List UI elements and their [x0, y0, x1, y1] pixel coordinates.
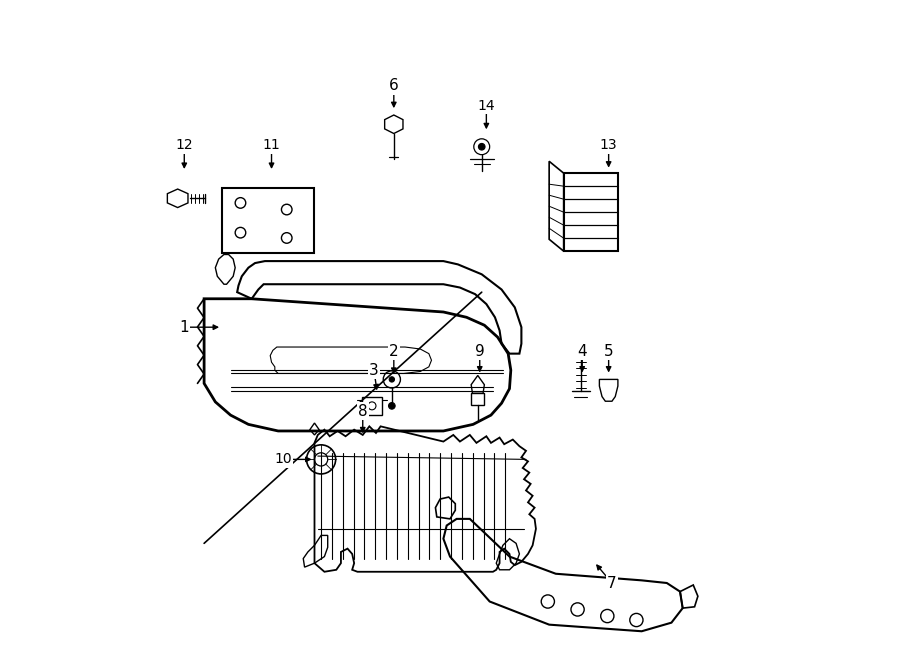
- Circle shape: [389, 403, 395, 409]
- Text: 9: 9: [475, 344, 484, 359]
- Bar: [563, 173, 618, 251]
- Circle shape: [389, 377, 394, 382]
- Polygon shape: [384, 115, 403, 134]
- Text: 3: 3: [369, 363, 379, 377]
- Circle shape: [479, 143, 485, 150]
- Text: 4: 4: [578, 344, 587, 359]
- Text: 11: 11: [263, 138, 281, 153]
- Text: 1: 1: [179, 320, 189, 334]
- Text: 2: 2: [389, 344, 399, 359]
- Text: 7: 7: [608, 576, 616, 590]
- Bar: [222, 188, 314, 253]
- Text: 5: 5: [604, 344, 614, 359]
- Text: 8: 8: [358, 404, 367, 418]
- Text: 6: 6: [389, 79, 399, 93]
- Text: 10: 10: [274, 452, 292, 467]
- Text: 12: 12: [176, 138, 194, 153]
- Text: 13: 13: [599, 138, 617, 153]
- Bar: [472, 393, 484, 405]
- Text: 14: 14: [478, 98, 495, 113]
- Bar: [362, 397, 382, 415]
